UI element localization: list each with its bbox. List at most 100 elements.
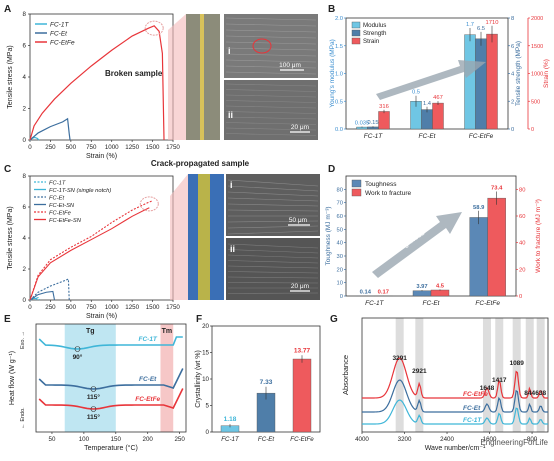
sem-texture — [225, 127, 317, 131]
y-axis-label-work: Work to fracture (MJ m⁻³) — [535, 199, 542, 273]
series-label: FC-Et — [463, 405, 481, 412]
category-label: FC-Et — [423, 300, 441, 307]
x-tick-label: 2400 — [440, 436, 454, 443]
category-label: FC-1T — [221, 436, 240, 443]
sem-texture — [227, 276, 319, 279]
data-label: 58.9 — [473, 205, 485, 211]
y-axis-label-toughness: Toughness (MJ m⁻³) — [325, 206, 332, 265]
legend-label: FC-1T-SN (single notch) — [49, 188, 111, 194]
sem-texture — [225, 100, 317, 103]
y-tick-label: 60 — [519, 214, 525, 220]
y-tick-label: 20 — [337, 267, 343, 273]
sem-texture — [227, 179, 319, 187]
series-line-FC-EtFe-SN — [29, 207, 150, 301]
y-tick-label: 5 — [206, 403, 210, 410]
sem-texture — [225, 17, 317, 21]
x-tick-label: 100 — [79, 436, 90, 443]
y-tick-label: 6 — [23, 43, 27, 50]
x-tick-label: 750 — [86, 304, 97, 311]
legend-label: FC-EtFe — [49, 210, 72, 216]
peak-label: 844 — [524, 390, 535, 397]
x-tick-label: 1500 — [146, 304, 160, 311]
y-tick-label: 40 — [337, 241, 343, 247]
y-axis-label: Tensile stress (MPa) — [7, 45, 14, 108]
x-tick-label: 1750 — [166, 144, 180, 151]
y-tick-label: 4 — [511, 72, 515, 78]
panel-label-c: C — [4, 164, 11, 175]
sem-texture — [225, 29, 317, 33]
y-tick-label: 2 — [23, 106, 27, 113]
sem-image-ii — [226, 238, 320, 300]
y-tick-label: 2.0 — [335, 16, 343, 22]
data-label: 0.14 — [360, 290, 372, 296]
y-tick-label: 2000 — [531, 16, 543, 22]
legend-label: FC-1T — [49, 180, 66, 186]
y-tick-label: 10 — [337, 281, 343, 287]
x-tick-label: 3200 — [398, 436, 412, 443]
series-label: FC-1T — [463, 417, 482, 424]
legend-label: Strength — [363, 30, 387, 37]
x-tick-label: 1250 — [125, 304, 139, 311]
x-tick-label: 150 — [111, 436, 122, 443]
sem-texture — [227, 197, 319, 202]
x-tick-label: 500 — [66, 304, 77, 311]
category-label: FC-1T — [364, 133, 383, 140]
bar-Strain-FC-Et — [432, 102, 444, 130]
panel-label-f: F — [196, 314, 202, 325]
scale-bar-i: 50 μm — [289, 217, 307, 224]
x-tick-label: 250 — [174, 436, 185, 443]
bar-Toughness-FC-EtFe — [469, 217, 488, 297]
y-axis-label-strength: Tensile strength (MPa) — [515, 41, 522, 106]
sem-texture — [227, 191, 319, 197]
zoom-cone — [168, 14, 186, 140]
sem-texture — [227, 271, 319, 274]
sample-strip — [198, 174, 210, 300]
data-label: 6.5 — [477, 26, 485, 32]
panel-e-plot-frame — [35, 323, 187, 433]
y-axis-label: Heat flow (W g⁻¹) — [9, 351, 16, 405]
legend-label: FC-Et — [50, 31, 68, 38]
sem-texture — [227, 243, 319, 249]
series-line-FC-1T — [362, 399, 549, 425]
y-tick-label: 70 — [337, 201, 343, 207]
scale-bar-ii: 20 μm — [291, 283, 309, 290]
sem-label-i: i — [230, 180, 233, 190]
y-tick-label: 1.0 — [335, 72, 343, 78]
panel-label-e: E — [4, 314, 11, 325]
sem-highlight — [252, 38, 272, 54]
legend-swatch — [351, 29, 361, 37]
tg-label: Tg — [86, 328, 95, 335]
category-label: FC-Et — [258, 436, 274, 443]
tm-band — [160, 324, 174, 432]
x-tick-label: 1000 — [105, 144, 119, 151]
peak-band — [512, 318, 521, 432]
y-tick-label: 500 — [531, 99, 540, 105]
sem-texture — [225, 122, 317, 125]
series-line-FC-EtFe — [38, 388, 184, 410]
series-line-FC-Et — [361, 379, 549, 413]
y-tick-label: 15 — [202, 350, 209, 357]
legend-swatch — [351, 37, 361, 45]
data-label: 0.035 — [355, 121, 370, 127]
bar-Work to fracture-FC-EtFe — [487, 197, 506, 297]
sem-texture — [225, 59, 317, 63]
x-axis-label: Wave number/cm⁻¹ — [425, 445, 486, 452]
peak-label: 1648 — [480, 385, 495, 392]
data-label: 0.15 — [367, 120, 378, 126]
data-label: 0.5 — [412, 90, 420, 96]
y-axis-label: Tensile stress (MPa) — [7, 206, 14, 269]
peak-marker — [90, 406, 97, 412]
legend-swatch — [351, 188, 362, 197]
series-line-FC-Et — [38, 368, 184, 390]
panel-label-g: G — [330, 314, 338, 325]
y-tick-label: 4 — [23, 74, 27, 81]
y-tick-label: 8 — [23, 173, 27, 180]
x-tick-label: 50 — [49, 436, 56, 443]
tg-band — [64, 324, 116, 432]
y-tick-label: 0 — [519, 294, 522, 300]
legend-label: FC-Et-SN — [49, 203, 75, 209]
y-tick-label: 0 — [23, 137, 27, 144]
bar-Toughness-FC-Et — [412, 290, 432, 297]
sem-texture — [225, 133, 317, 136]
x-tick-label: 1750 — [166, 304, 180, 311]
